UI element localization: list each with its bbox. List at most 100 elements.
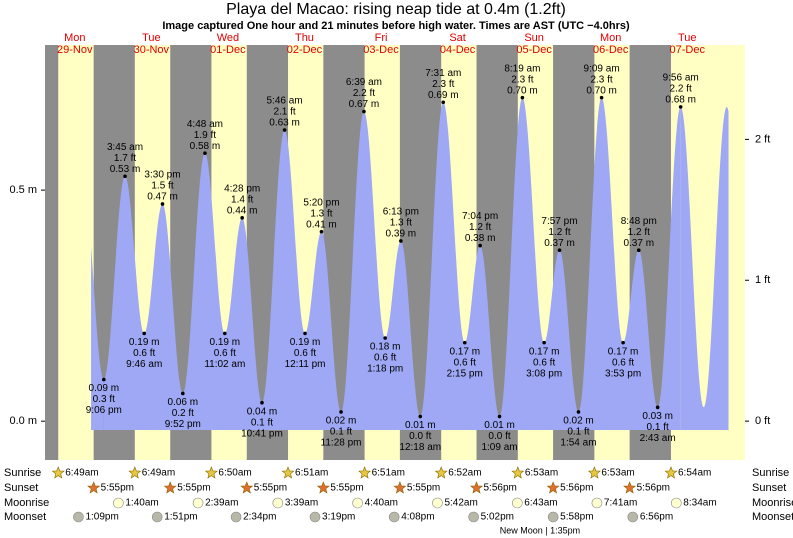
moonrise-icon	[432, 497, 443, 509]
extreme-time: 2:15 pm	[447, 368, 483, 379]
extreme-ft: 1.2 ft	[628, 227, 650, 238]
tide-area-tail	[91, 246, 104, 430]
y-tick-label: 0.0 m	[9, 415, 37, 427]
extreme-ft: 0.0 ft	[488, 431, 510, 442]
chart-subtitle: Image captured One hour and 21 minutes b…	[162, 20, 630, 32]
almanac-time: 5:42am	[444, 498, 477, 509]
extreme-m: 0.19 m	[290, 337, 321, 348]
row-label-right: Sunset	[752, 482, 786, 494]
almanac-time: 5:55pm	[407, 483, 440, 494]
tide-extreme	[303, 331, 307, 336]
tide-extreme	[181, 391, 185, 396]
extreme-m: 0.03 m	[642, 411, 673, 422]
tide-extreme	[557, 248, 562, 252]
almanac-time: 5:55pm	[101, 483, 134, 494]
extreme-time: 7:04 pm	[462, 211, 498, 222]
extreme-time: 7:31 am	[425, 68, 461, 79]
extreme-time: 1:18 pm	[367, 364, 403, 375]
extreme-ft: 1.4 ft	[231, 194, 253, 205]
almanac-time: 2:39am	[205, 498, 238, 509]
extreme-m: 0.09 m	[89, 383, 120, 394]
row-label-right: Moonset	[752, 511, 793, 523]
extreme-m: 0.38 m	[465, 233, 496, 244]
sunrise-icon	[281, 466, 295, 479]
extreme-m: 0.01 m	[405, 420, 436, 431]
moonset-icon	[468, 511, 479, 523]
sunset-icon	[393, 481, 407, 494]
day-date: 01-Dec	[210, 44, 246, 56]
extreme-ft: 0.6 ft	[294, 348, 316, 359]
extreme-time: 8:19 am	[504, 63, 540, 74]
almanac-time: 6:51am	[295, 468, 328, 479]
extreme-ft: 1.2 ft	[548, 227, 570, 238]
extreme-m: 0.70 m	[586, 85, 617, 96]
almanac-time: 6:43am	[524, 498, 557, 509]
extreme-time: 4:48 am	[187, 119, 223, 130]
extreme-m: 0.17 m	[529, 346, 560, 357]
extreme-time: 3:30 pm	[144, 170, 180, 181]
row-label-right: Sunrise	[752, 467, 789, 479]
day-date: 02-Dec	[287, 44, 323, 56]
tide-extreme	[478, 243, 482, 248]
tide-extreme	[142, 331, 147, 336]
extreme-ft: 1.5 ft	[151, 181, 173, 192]
row-label-left: Sunset	[4, 482, 38, 494]
moonrise-icon	[671, 497, 682, 509]
y-tick-label: 0.5 m	[9, 184, 37, 196]
extreme-time: 1:54 am	[560, 438, 596, 449]
extreme-time: 5:20 pm	[303, 197, 339, 208]
day-name: Thu	[295, 32, 314, 44]
sunset-icon	[240, 481, 254, 494]
moonrise-icon	[113, 497, 124, 509]
extreme-m: 0.53 m	[110, 164, 141, 175]
tide-extreme	[636, 248, 641, 252]
day-name: Wed	[217, 32, 239, 44]
extreme-m: 0.47 m	[147, 192, 178, 203]
day-date: 30-Nov	[134, 44, 170, 56]
day-name: Tue	[142, 32, 161, 44]
almanac-time: 6:56pm	[640, 512, 673, 523]
moonset-icon	[627, 511, 639, 523]
almanac-time: 5:56pm	[560, 483, 593, 494]
tide-extreme	[203, 151, 207, 155]
day-date: 07-Dec	[670, 44, 706, 56]
extreme-m: 0.67 m	[349, 99, 380, 110]
almanac-time: 6:49am	[142, 468, 175, 479]
extreme-ft: 0.1 ft	[251, 417, 273, 428]
extreme-time: 7:57 pm	[541, 216, 577, 227]
almanac-time: 6:53am	[601, 468, 634, 479]
moonset-icon	[388, 511, 400, 523]
almanac-time: 5:58pm	[560, 512, 593, 523]
tide-extreme	[542, 340, 546, 345]
sunset-icon	[546, 481, 560, 494]
almanac-time: 5:55pm	[177, 483, 210, 494]
tide-extreme	[576, 410, 581, 414]
tide-extreme	[383, 336, 387, 340]
day-date: 06-Dec	[593, 44, 629, 56]
extreme-time: 3:08 pm	[526, 368, 562, 379]
moonset-icon	[73, 511, 84, 523]
extreme-time: 9:06 pm	[86, 405, 122, 416]
almanac-time: 6:50am	[218, 468, 251, 479]
sunset-icon	[87, 481, 101, 494]
almanac-time: 1:09pm	[85, 512, 118, 523]
extreme-ft: 0.1 ft	[567, 427, 589, 438]
almanac-time: 1:51pm	[164, 512, 197, 523]
almanac-time: 6:51am	[372, 468, 405, 479]
row-label-left: Sunrise	[4, 467, 41, 479]
sunrise-icon	[587, 466, 601, 479]
almanac-time: 7:41am	[604, 498, 637, 509]
extreme-m: 0.18 m	[370, 342, 401, 353]
almanac-time: 3:19pm	[322, 512, 355, 523]
moonset-icon	[230, 511, 242, 523]
moonrise-icon	[591, 497, 603, 509]
y2-tick-label: 2 ft	[755, 133, 770, 145]
almanac-time: 6:52am	[448, 468, 481, 479]
almanac-time: 8:34am	[683, 498, 716, 509]
extreme-m: 0.37 m	[623, 238, 654, 249]
extreme-ft: 1.2 ft	[469, 222, 491, 233]
tide-extreme	[362, 109, 366, 114]
extreme-m: 0.44 m	[227, 205, 258, 216]
extreme-m: 0.01 m	[484, 420, 515, 431]
